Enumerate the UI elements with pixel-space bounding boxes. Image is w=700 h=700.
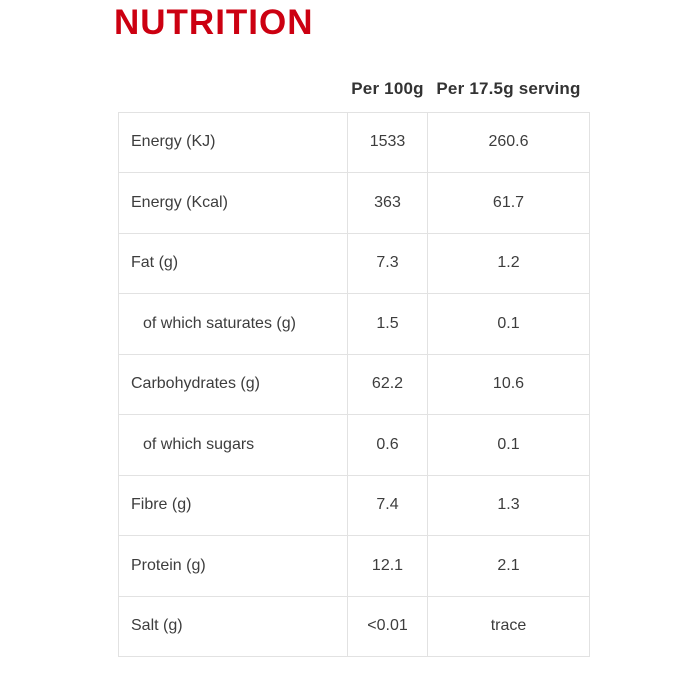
nutrition-table: Per 100g Per 17.5g serving Energy (KJ) 1… [118,70,590,657]
nutrient-label: of which saturates (g) [118,293,348,355]
nutrient-label: Salt (g) [118,595,348,657]
per-serving-value: trace [427,595,590,657]
per-serving-value: 1.2 [427,232,590,294]
column-header-per-serving: Per 17.5g serving [436,78,581,98]
nutrient-label: Carbohydrates (g) [118,353,348,415]
per-100g-value: 62.2 [347,353,428,415]
per-100g-value: <0.01 [347,595,428,657]
per-100g-value: 363 [347,172,428,234]
nutrient-label: Energy (Kcal) [118,172,348,234]
column-header-empty [119,70,348,112]
nutrient-label: Energy (KJ) [118,111,348,173]
table-row: Energy (KJ) 1533 260.6 [118,111,590,173]
per-serving-value: 1.3 [427,474,590,536]
table-row: Energy (Kcal) 363 61.7 [118,172,590,234]
per-serving-value: 61.7 [427,172,590,234]
column-header-per-100g: Per 100g [351,78,424,98]
page-title: NUTRITION [114,3,314,42]
nutrient-label: Protein (g) [118,535,348,597]
table-row: Protein (g) 12.1 2.1 [118,535,590,597]
table-row: Salt (g) <0.01 trace [118,595,590,657]
per-100g-value: 7.3 [347,232,428,294]
per-100g-value: 1.5 [347,293,428,355]
table-row: of which saturates (g) 1.5 0.1 [118,293,590,355]
table-row: of which sugars 0.6 0.1 [118,414,590,476]
per-serving-value: 10.6 [427,353,590,415]
nutrient-label: of which sugars [118,414,348,476]
per-100g-value: 1533 [347,111,428,173]
table-row: Fibre (g) 7.4 1.3 [118,474,590,536]
per-serving-value: 0.1 [427,414,590,476]
table-row: Carbohydrates (g) 62.2 10.6 [118,353,590,415]
per-100g-value: 0.6 [347,414,428,476]
per-serving-value: 2.1 [427,535,590,597]
per-serving-value: 260.6 [427,111,590,173]
table-header-row: Per 100g Per 17.5g serving [119,70,590,112]
nutrient-label: Fibre (g) [118,474,348,536]
nutrient-label: Fat (g) [118,232,348,294]
table-body: Energy (KJ) 1533 260.6 Energy (Kcal) 363… [118,111,590,657]
per-100g-value: 7.4 [347,474,428,536]
per-serving-value: 0.1 [427,293,590,355]
table-row: Fat (g) 7.3 1.2 [118,232,590,294]
per-100g-value: 12.1 [347,535,428,597]
